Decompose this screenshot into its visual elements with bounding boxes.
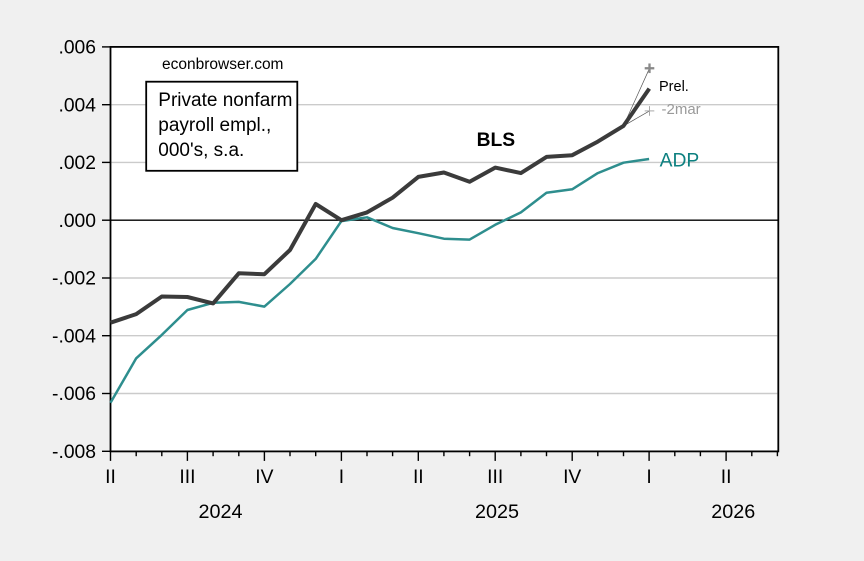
svg-text:IV: IV bbox=[563, 467, 581, 488]
svg-text:II: II bbox=[721, 467, 732, 488]
svg-text:I: I bbox=[646, 467, 651, 488]
svg-text:.004: .004 bbox=[58, 95, 96, 116]
svg-text:-.002: -.002 bbox=[52, 269, 96, 290]
svg-text:-2mar: -2mar bbox=[662, 101, 701, 118]
svg-text:BLS: BLS bbox=[477, 130, 516, 151]
svg-text:-.004: -.004 bbox=[52, 326, 96, 347]
svg-text:ADP: ADP bbox=[660, 151, 700, 172]
svg-text:payroll empl.,: payroll empl., bbox=[158, 115, 271, 136]
svg-text:econbrowser.com: econbrowser.com bbox=[162, 56, 283, 73]
svg-text:Prel.: Prel. bbox=[659, 79, 689, 95]
svg-text:II: II bbox=[413, 467, 424, 488]
svg-text:.006: .006 bbox=[58, 38, 96, 59]
svg-text:.000: .000 bbox=[58, 211, 96, 232]
svg-text:III: III bbox=[487, 467, 503, 488]
svg-text:2025: 2025 bbox=[475, 501, 519, 523]
svg-text:2026: 2026 bbox=[711, 501, 755, 523]
svg-text:IV: IV bbox=[255, 467, 273, 488]
svg-text:II: II bbox=[105, 467, 116, 488]
svg-text:2024: 2024 bbox=[198, 501, 242, 523]
svg-text:.002: .002 bbox=[58, 153, 96, 174]
svg-text:I: I bbox=[339, 467, 344, 488]
svg-text:III: III bbox=[179, 467, 195, 488]
svg-text:Private nonfarm: Private nonfarm bbox=[158, 90, 292, 111]
svg-text:000's, s.a.: 000's, s.a. bbox=[158, 140, 244, 161]
svg-text:-.008: -.008 bbox=[52, 442, 96, 463]
svg-text:-.006: -.006 bbox=[52, 384, 96, 405]
